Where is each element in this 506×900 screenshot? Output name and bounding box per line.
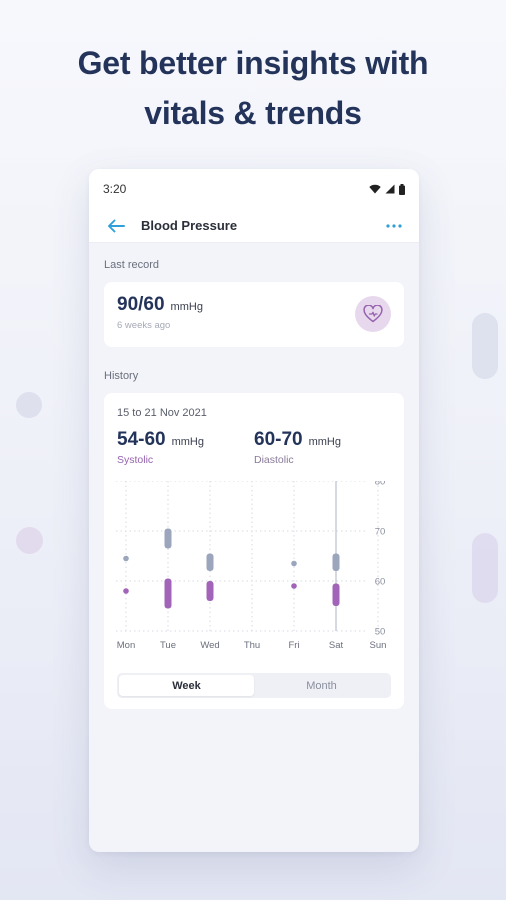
back-button[interactable] [105, 215, 127, 237]
last-record-unit: mmHg [170, 301, 203, 313]
diastolic-label: Diastolic [254, 454, 294, 466]
period-selector: Week Month [117, 673, 391, 698]
headline-line-1: Get better insights with [77, 45, 429, 81]
y-tick-label: 50 [375, 627, 386, 638]
diastolic-unit: mmHg [308, 436, 341, 448]
data-point [123, 588, 129, 594]
bp-summary: 54-60 mmHg Systolic 60-70 mmHg Diastolic [117, 429, 391, 466]
range-bar [164, 528, 172, 549]
tab-month[interactable]: Month [306, 679, 337, 692]
x-tick-label: Thu [244, 640, 260, 651]
bg-decoration [472, 533, 498, 603]
x-tick-label: Sat [329, 640, 344, 651]
range-bar [206, 581, 214, 601]
x-tick-label: Fri [288, 640, 299, 651]
date-range: 15 to 21 Nov 2021 [117, 407, 207, 419]
phone-screen: 3:20 Blood Pressure Last record 90/60 mmH… [89, 169, 419, 852]
x-tick-label: Sun [370, 640, 387, 651]
range-bar [332, 553, 340, 571]
data-point [291, 560, 297, 567]
status-time: 3:20 [103, 182, 127, 196]
status-icons [369, 183, 405, 195]
app-bar: Blood Pressure [89, 209, 419, 243]
bp-history-chart[interactable]: 80 70 60 50 Mon Tue Wed Thu Fri Sat Sun [104, 481, 404, 659]
history-label: History [104, 370, 139, 382]
y-tick-label: 70 [375, 527, 386, 538]
range-bar [332, 583, 340, 606]
status-bar: 3:20 [89, 169, 419, 209]
data-point [291, 583, 297, 589]
last-record-time: 6 weeks ago [117, 320, 171, 331]
y-tick-label: 80 [375, 481, 386, 488]
bg-decoration [16, 392, 42, 418]
diastolic-value: 60-70 [254, 429, 303, 450]
signal-icon [385, 184, 395, 194]
battery-icon [399, 183, 405, 195]
diastolic-summary: 60-70 mmHg Diastolic [254, 429, 391, 466]
systolic-summary: 54-60 mmHg Systolic [117, 429, 254, 466]
page-title: Blood Pressure [141, 218, 238, 233]
systolic-label: Systolic [117, 454, 154, 466]
wifi-icon [369, 184, 381, 194]
x-tick-label: Tue [160, 640, 176, 651]
heart-health-button[interactable] [355, 296, 391, 332]
history-card: 15 to 21 Nov 2021 54-60 mmHg Systolic 60-… [104, 393, 404, 709]
more-horizontal-icon [386, 223, 402, 228]
x-tick-label: Wed [200, 640, 219, 651]
arrow-left-icon [108, 219, 125, 232]
y-tick-label: 60 [375, 577, 386, 588]
headline-line-2: vitals & trends [144, 95, 362, 131]
last-record-label: Last record [104, 259, 160, 271]
last-record-value: 90/60 [117, 294, 165, 315]
bg-decoration [16, 527, 43, 554]
tab-week[interactable]: Week [119, 675, 254, 696]
bg-decoration [472, 313, 498, 379]
promo-headline: Get better insights with vitals & trends [0, 38, 506, 138]
more-options-button[interactable] [383, 215, 405, 237]
x-tick-label: Mon [117, 640, 135, 651]
range-bar [164, 578, 172, 609]
data-point [123, 555, 129, 562]
last-record-card[interactable]: 90/60 mmHg 6 weeks ago [104, 282, 404, 347]
range-bar [206, 553, 214, 571]
systolic-unit: mmHg [171, 436, 204, 448]
heart-pulse-icon [363, 305, 383, 323]
systolic-value: 54-60 [117, 429, 166, 450]
